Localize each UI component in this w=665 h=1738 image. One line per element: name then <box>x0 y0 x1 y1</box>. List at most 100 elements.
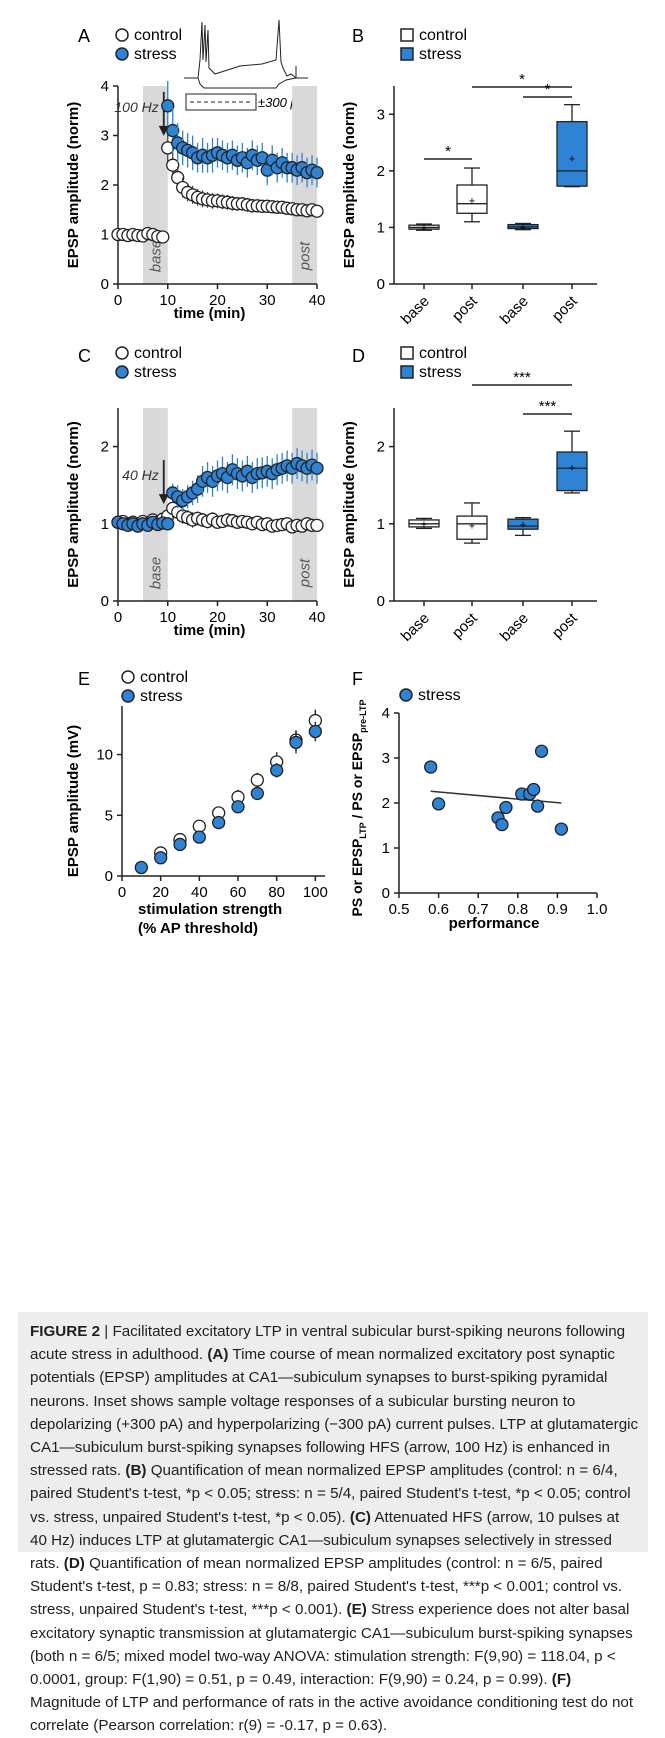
x-tick-label: post <box>549 292 582 325</box>
inset-trace <box>184 19 308 111</box>
y-tick-label: 2 <box>377 163 385 180</box>
x-tick-label: 0 <box>114 609 122 626</box>
x-tick-label: 10 <box>159 609 176 626</box>
x-tick-label: 20 <box>209 609 226 626</box>
x-tick-label: 20 <box>152 884 169 901</box>
caption-f-label: (F) <box>551 1671 572 1689</box>
y-tick-label: 0 <box>382 885 390 902</box>
mean-marker: + <box>569 153 575 165</box>
y-tick-label: 1 <box>382 840 390 857</box>
shaded-region-post <box>292 408 317 601</box>
data-point-stress <box>161 99 175 113</box>
caption-b-text: Quantification of mean normalized EPSP a… <box>30 1462 631 1526</box>
caption-c-label: (C) <box>349 1508 371 1526</box>
data-point-stress <box>530 799 545 813</box>
x-tick-label: 40 <box>309 292 326 309</box>
x-tick-label: 80 <box>268 884 285 901</box>
y-axis-label: EPSP amplitude (norm) <box>341 102 358 268</box>
panel-letter-c: C <box>78 346 91 366</box>
x-axis-label: time (min) <box>174 305 246 322</box>
data-point-control <box>156 230 170 244</box>
data-point-stress <box>308 724 322 739</box>
x-tick-label: base <box>398 293 433 328</box>
y-axis-label: EPSP amplitude (norm) <box>65 421 82 587</box>
data-point-stress <box>534 744 549 758</box>
caption-c-text: Attenuated HFS (arrow, 10 pulses at 40 H… <box>30 1508 620 1573</box>
x-axis-label: time (min) <box>174 622 246 639</box>
significance-label: * <box>445 143 451 160</box>
legend-marker-stress <box>400 47 414 61</box>
y-tick-label: 1 <box>377 219 385 236</box>
x-tick-label: 0.7 <box>468 901 489 918</box>
caption-e-label: (E) <box>346 1601 367 1619</box>
significance-label: * <box>519 71 525 88</box>
y-axis-label-part: / PS or EPSP <box>349 733 365 822</box>
y-tick-label: 4 <box>101 78 109 95</box>
box-stress <box>556 451 588 492</box>
legend-label-control: control <box>419 27 467 44</box>
legend-marker-stress <box>399 688 413 702</box>
x-axis-label: performance <box>449 915 540 932</box>
x-tick-label: base <box>398 610 433 645</box>
x-axis-label-line2: (% AP threshold) <box>138 920 258 937</box>
caption-separator: | <box>100 1323 113 1340</box>
legend-label-stress: stress <box>134 46 177 63</box>
data-point-stress <box>310 165 324 180</box>
stimulus-arrowhead <box>158 494 169 505</box>
legend-marker-stress <box>115 365 129 379</box>
figure-caption: FIGURE 2 | Facilitated excitatory LTP in… <box>30 1320 640 1738</box>
y-tick-label: 1 <box>377 516 385 533</box>
data-point-stress <box>289 735 303 750</box>
caption-d-label: (D) <box>63 1555 85 1573</box>
y-tick-label: 2 <box>382 795 390 812</box>
y-tick-label: 2 <box>377 439 385 456</box>
y-tick-label: 0 <box>377 593 385 610</box>
legend-marker-control <box>400 28 414 42</box>
x-tick-label: 10 <box>159 292 176 309</box>
x-tick-label: 40 <box>309 609 326 626</box>
data-point-stress <box>212 815 226 830</box>
x-tick-label: post <box>449 292 482 325</box>
data-point-stress <box>134 860 148 875</box>
data-point-stress <box>495 817 509 832</box>
legend-label-stress: stress <box>419 364 462 381</box>
shaded-label-base: base <box>147 240 164 273</box>
data-point-stress <box>424 760 438 774</box>
legend-label-stress: stress <box>134 364 177 381</box>
shaded-region-post <box>292 86 317 284</box>
data-point-stress <box>231 800 245 814</box>
box-control <box>456 515 488 540</box>
mean-marker: + <box>421 519 427 531</box>
y-axis-label-subscript: pre-LTP <box>358 700 368 733</box>
data-point-stress <box>310 461 324 475</box>
shaded-label-post: post <box>297 241 314 271</box>
shaded-region-base <box>142 408 168 601</box>
significance-label: * <box>545 81 551 98</box>
y-tick-label: 2 <box>101 177 109 194</box>
legend-marker-stress <box>400 365 414 379</box>
y-tick-label: 3 <box>377 106 385 123</box>
data-point-control <box>310 204 324 218</box>
caption-title: FIGURE 2 <box>30 1323 101 1340</box>
x-tick-label: 30 <box>259 609 276 626</box>
caption-background <box>18 1312 648 1552</box>
y-axis-label: EPSP amplitude (norm) <box>65 102 82 268</box>
x-tick-label: 0.5 <box>389 901 410 918</box>
chart-d: 0 1 2 EPSP amplitude (norm) base post base post… <box>341 345 597 645</box>
x-tick-label: 20 <box>209 292 226 309</box>
stimulus-arrowhead <box>158 125 169 136</box>
y-tick-label: 4 <box>382 705 390 722</box>
x-tick-label: 0 <box>118 884 126 901</box>
x-tick-label: 0.6 <box>428 901 449 918</box>
data-point-control <box>250 773 264 787</box>
legend-label-stress: stress <box>418 687 461 704</box>
y-tick-label: 3 <box>382 750 390 767</box>
legend-label-stress: stress <box>140 688 183 705</box>
legend-marker-stress <box>115 47 129 61</box>
y-tick-label: 1 <box>101 516 109 533</box>
box-stress <box>507 518 539 530</box>
legend-label-control: control <box>134 27 182 44</box>
legend-marker-control <box>115 346 129 360</box>
